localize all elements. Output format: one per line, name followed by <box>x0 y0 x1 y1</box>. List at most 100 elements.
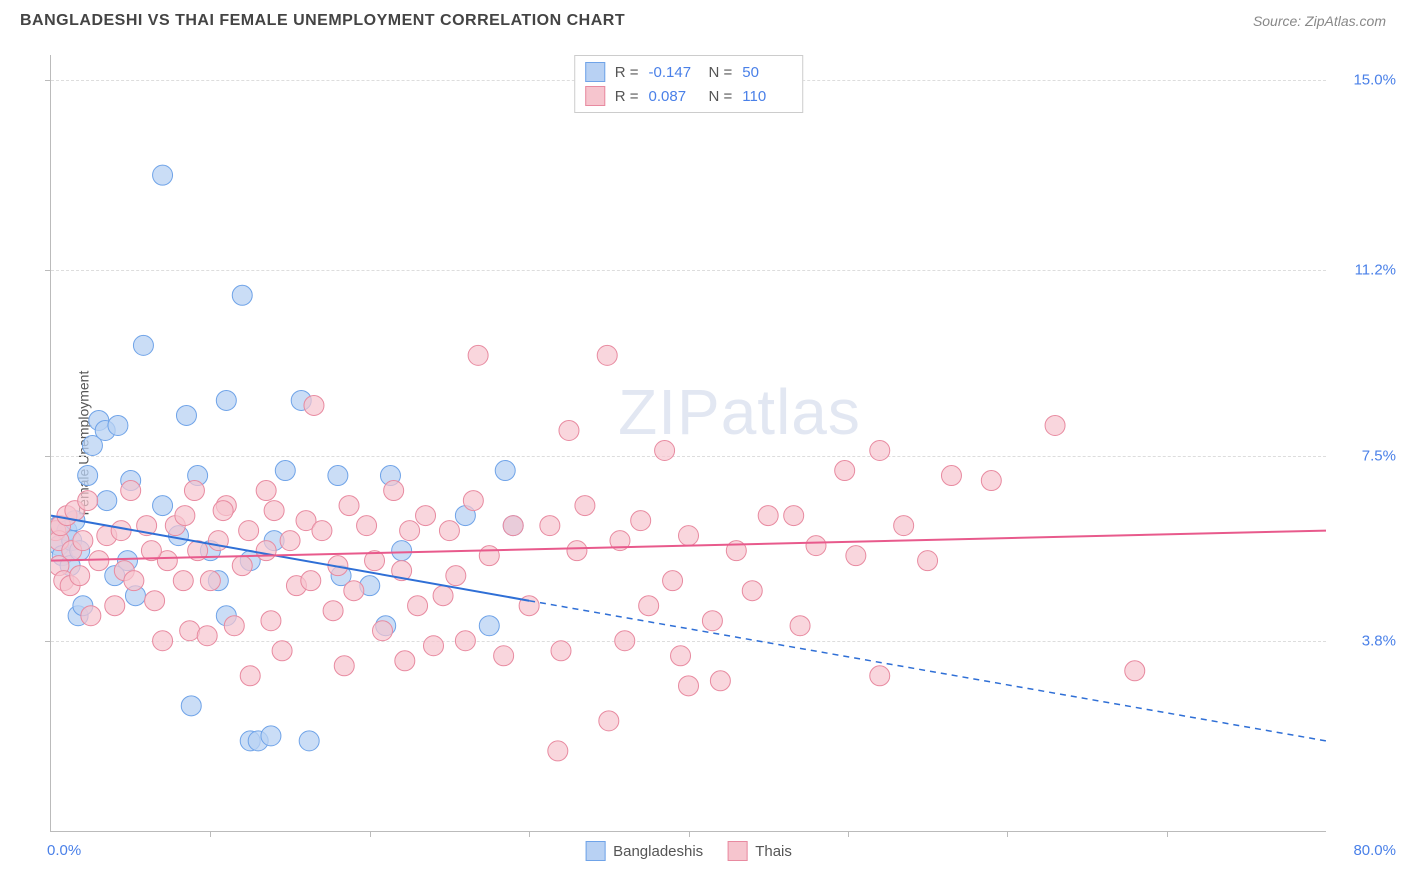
scatter-point <box>597 345 617 365</box>
scatter-point <box>97 491 117 511</box>
scatter-point <box>468 345 488 365</box>
scatter-point <box>256 541 276 561</box>
scatter-point <box>232 285 252 305</box>
scatter-point <box>153 631 173 651</box>
scatter-point <box>124 571 144 591</box>
scatter-point <box>111 521 131 541</box>
stats-row: R = 0.087 N = 110 <box>585 84 793 108</box>
y-tick-label: 11.2% <box>1336 262 1396 279</box>
scatter-point <box>784 506 804 526</box>
scatter-point <box>835 461 855 481</box>
r-val: -0.147 <box>649 64 699 81</box>
scatter-point <box>758 506 778 526</box>
scatter-point <box>679 676 699 696</box>
scatter-point <box>559 420 579 440</box>
scatter-point <box>261 611 281 631</box>
scatter-point <box>846 546 866 566</box>
scatter-point <box>742 581 762 601</box>
x-tick-mark <box>210 831 211 837</box>
scatter-point <box>339 496 359 516</box>
chart-title: BANGLADESHI VS THAI FEMALE UNEMPLOYMENT … <box>20 12 625 30</box>
scatter-point <box>78 491 98 511</box>
scatter-point <box>216 390 236 410</box>
scatter-point <box>256 481 276 501</box>
scatter-point <box>918 551 938 571</box>
scatter-point <box>503 516 523 536</box>
scatter-point <box>304 395 324 415</box>
y-tick-label: 7.5% <box>1336 447 1396 464</box>
swatch-icon <box>585 86 605 106</box>
source-label: Source: ZipAtlas.com <box>1253 13 1386 29</box>
scatter-point <box>153 496 173 516</box>
scatter-point <box>81 606 101 626</box>
x-tick-mark <box>529 831 530 837</box>
scatter-point <box>197 626 217 646</box>
n-val: 110 <box>742 88 792 105</box>
scatter-point <box>941 466 961 486</box>
scatter-point <box>575 496 595 516</box>
scatter-point <box>400 521 420 541</box>
scatter-point <box>463 491 483 511</box>
r-key: R = <box>615 88 639 105</box>
x-axis-min-label: 0.0% <box>47 842 81 859</box>
scatter-point <box>548 741 568 761</box>
r-val: 0.087 <box>649 88 699 105</box>
scatter-point <box>806 536 826 556</box>
x-tick-mark <box>1007 831 1008 837</box>
scatter-point <box>200 571 220 591</box>
scatter-plot <box>51 55 1326 831</box>
scatter-point <box>395 651 415 671</box>
scatter-point <box>180 621 200 641</box>
y-tick-label: 3.8% <box>1336 632 1396 649</box>
scatter-point <box>790 616 810 636</box>
legend-item: Thais <box>727 841 792 861</box>
scatter-point <box>455 631 475 651</box>
bottom-legend: Bangladeshis Thais <box>585 841 792 861</box>
scatter-point <box>272 641 292 661</box>
scatter-point <box>261 726 281 746</box>
scatter-point <box>479 546 499 566</box>
scatter-point <box>439 521 459 541</box>
scatter-point <box>312 521 332 541</box>
scatter-point <box>663 571 683 591</box>
y-tick-label: 15.0% <box>1336 72 1396 89</box>
scatter-point <box>232 556 252 576</box>
x-tick-mark <box>370 831 371 837</box>
scatter-point <box>870 666 890 686</box>
scatter-point <box>108 415 128 435</box>
scatter-point <box>145 591 165 611</box>
scatter-point <box>78 466 98 486</box>
stats-row: R = -0.147 N = 50 <box>585 60 793 84</box>
scatter-point <box>870 441 890 461</box>
scatter-point <box>567 541 587 561</box>
scatter-point <box>424 636 444 656</box>
scatter-point <box>679 526 699 546</box>
scatter-point <box>373 621 393 641</box>
scatter-point <box>615 631 635 651</box>
chart-area: Female Unemployment 3.8%7.5%11.2%15.0% Z… <box>50 55 1326 832</box>
scatter-point <box>153 165 173 185</box>
scatter-point <box>495 461 515 481</box>
scatter-point <box>981 471 1001 491</box>
scatter-point <box>433 586 453 606</box>
swatch-icon <box>727 841 747 861</box>
scatter-point <box>551 641 571 661</box>
scatter-point <box>710 671 730 691</box>
scatter-point <box>173 571 193 591</box>
swatch-icon <box>585 62 605 82</box>
stats-legend: R = -0.147 N = 50 R = 0.087 N = 110 <box>574 55 804 113</box>
scatter-point <box>344 581 364 601</box>
scatter-point <box>328 466 348 486</box>
n-key: N = <box>709 88 733 105</box>
scatter-point <box>334 656 354 676</box>
scatter-point <box>181 696 201 716</box>
scatter-point <box>176 405 196 425</box>
legend-item: Bangladeshis <box>585 841 703 861</box>
x-tick-mark <box>1167 831 1168 837</box>
scatter-point <box>240 666 260 686</box>
x-tick-mark <box>689 831 690 837</box>
scatter-point <box>639 596 659 616</box>
scatter-point <box>280 531 300 551</box>
scatter-point <box>70 566 90 586</box>
scatter-point <box>275 461 295 481</box>
